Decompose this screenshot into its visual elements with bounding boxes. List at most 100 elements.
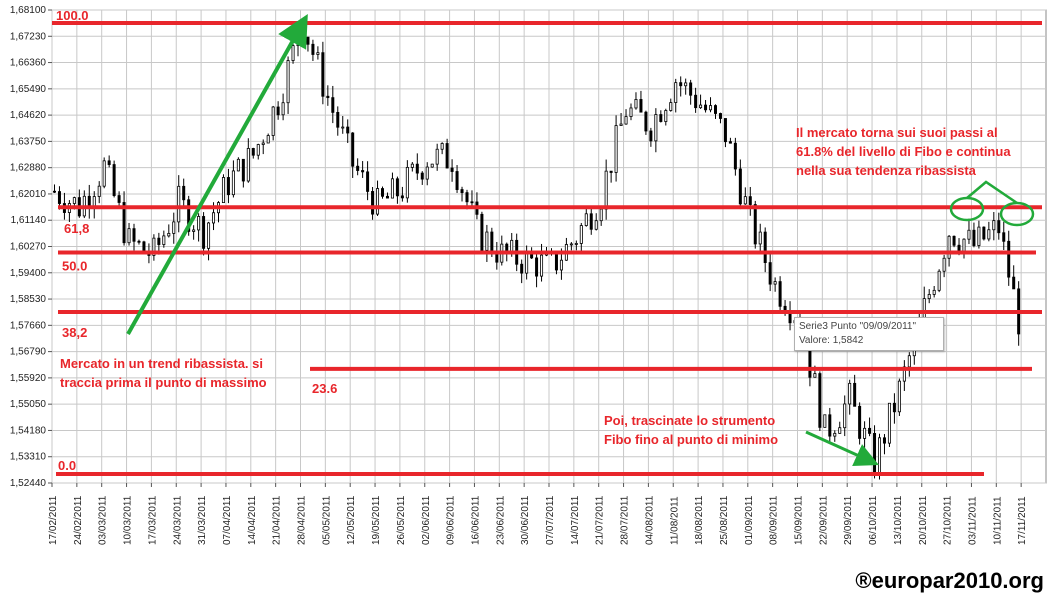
x-tick-label: 06/10/2011: [868, 495, 879, 545]
candle-body: [833, 432, 837, 437]
candle-body: [450, 167, 454, 172]
x-tick-label: 21/07/2011: [595, 495, 606, 545]
candle-body: [52, 190, 56, 193]
text-notes: Il mercato torna sui suoi passi al 61.8% …: [60, 125, 1011, 447]
candle-body: [554, 252, 558, 271]
candle-body: [1007, 240, 1011, 278]
candle-body: [709, 105, 713, 111]
candle-body: [728, 141, 732, 144]
fibo-level-label: 61,8: [64, 221, 89, 236]
candle-body: [72, 197, 76, 204]
candle-body: [763, 231, 767, 263]
candle-body: [410, 163, 414, 168]
candle-body: [694, 94, 698, 109]
y-tick-label: 1,64620: [10, 110, 47, 121]
candle-body: [684, 82, 688, 87]
candle-body: [843, 403, 847, 429]
candle-body: [639, 99, 643, 113]
x-tick-label: 14/04/2011: [247, 495, 258, 545]
y-tick-label: 1,55920: [10, 373, 47, 384]
candle-body: [376, 188, 380, 215]
candle-body: [957, 244, 961, 252]
candle-body: [390, 178, 394, 199]
candle-body: [882, 437, 886, 444]
candle-body: [758, 231, 762, 245]
candle-body: [162, 235, 166, 245]
candle-body: [112, 164, 116, 196]
candle-body: [291, 45, 295, 61]
candle-body: [430, 163, 434, 168]
candle-body: [400, 195, 404, 199]
candle-body: [281, 102, 285, 116]
candle-body: [967, 229, 971, 240]
candle-body: [97, 185, 101, 197]
note-drag-line: Fibo fino al punto di minimo: [604, 432, 778, 447]
candle-body: [117, 195, 121, 203]
candle-body: [321, 52, 325, 97]
candle-body: [614, 125, 618, 173]
candle-body: [773, 281, 777, 285]
candle-body: [346, 126, 350, 134]
candle-body: [569, 243, 573, 246]
candle-body: [460, 189, 464, 194]
x-tick-label: 05/05/2011: [321, 495, 332, 545]
candle-body: [878, 437, 882, 476]
y-tick-label: 1,59400: [10, 268, 47, 279]
candle-body: [733, 142, 737, 170]
candle-body: [341, 126, 345, 129]
candle-body: [167, 232, 171, 237]
x-tick-label: 31/03/2011: [197, 495, 208, 545]
y-tick-label: 1,62880: [10, 163, 47, 174]
x-tick-label: 16/06/2011: [470, 495, 481, 545]
x-tick-label: 17/11/2011: [1017, 496, 1028, 545]
x-tick-label: 28/07/2011: [620, 495, 631, 545]
candle-body: [306, 36, 310, 45]
fibo-level-label: 23.6: [312, 381, 337, 396]
tooltip-line-1: Serie3 Punto "09/09/2011": [799, 321, 917, 332]
candle-body: [972, 229, 976, 246]
candle-body: [371, 191, 375, 215]
candle-body: [192, 229, 196, 232]
trend-arrow: [126, 14, 308, 335]
candle-body: [425, 166, 429, 180]
candle-body: [197, 216, 201, 231]
x-axis-ticks: 17/02/2011 24/02/2011 03/03/2011 10/03/2011…: [48, 483, 1028, 545]
x-tick-label: 10/11/2011: [992, 496, 1003, 545]
candle-body: [435, 148, 439, 165]
candle-body: [669, 102, 673, 111]
candle-body: [221, 177, 225, 204]
x-tick-label: 03/03/2011: [98, 495, 109, 545]
x-tick-label: 19/05/2011: [371, 495, 382, 545]
candle-body: [743, 196, 747, 205]
candle-body: [366, 171, 370, 192]
candle-body: [778, 281, 782, 307]
y-tick-label: 1,66360: [10, 58, 47, 69]
candle-body: [922, 298, 926, 319]
candle-body: [604, 170, 608, 210]
y-tick-label: 1,57660: [10, 320, 47, 331]
x-tick-label: 08/09/2011: [769, 495, 780, 545]
ellipse-connector: [966, 180, 1018, 205]
candle-body: [236, 158, 240, 172]
x-tick-label: 03/11/2011: [967, 496, 978, 545]
candle-body: [753, 204, 757, 245]
candle-body: [241, 158, 245, 182]
fibo-level-label: 50.0: [62, 259, 87, 274]
candle-body: [952, 235, 956, 246]
candle-body: [1002, 232, 1006, 242]
x-tick-label: 18/08/2011: [694, 495, 705, 545]
candle-body: [351, 132, 355, 167]
candle-body: [838, 427, 842, 434]
y-tick-label: 1,68100: [10, 5, 47, 16]
x-tick-label: 09/06/2011: [446, 495, 457, 545]
candle-body: [818, 373, 822, 428]
x-tick-label: 24/02/2011: [73, 495, 84, 545]
candle-body: [942, 257, 946, 272]
y-tick-label: 1,55050: [10, 399, 47, 410]
candle-body: [395, 178, 399, 197]
candle-body: [172, 221, 176, 234]
y-tick-label: 1,63750: [10, 136, 47, 147]
candle-body: [559, 259, 563, 271]
candle-body: [286, 60, 290, 104]
candle-body: [157, 237, 161, 245]
